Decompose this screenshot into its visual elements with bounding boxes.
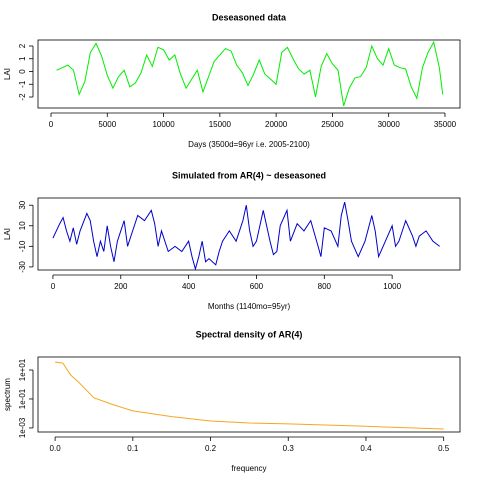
plot-box bbox=[37, 197, 461, 271]
x-tick-label: 1000 bbox=[383, 282, 401, 291]
y-tick-label: -2 bbox=[18, 93, 27, 101]
x-tick-label: 0 bbox=[51, 282, 56, 291]
x-tick-label: 30000 bbox=[378, 120, 401, 129]
y-tick-label: -1 bbox=[18, 80, 27, 88]
x-tick-label: 15000 bbox=[209, 120, 232, 129]
x-axis-label: Days (3500d=96yr i.e. 2005-2100) bbox=[188, 140, 310, 149]
x-tick-label: 10000 bbox=[152, 120, 175, 129]
y-tick-label: 1e-03 bbox=[18, 417, 27, 438]
plot-box bbox=[37, 39, 461, 109]
x-tick-label: 0.4 bbox=[360, 444, 372, 453]
x-tick-label: 800 bbox=[318, 282, 332, 291]
x-tick-label: 0.5 bbox=[438, 444, 450, 453]
y-tick-label: -30 bbox=[18, 261, 27, 273]
x-axis-label: Months (1140mo=95yr) bbox=[208, 302, 291, 311]
x-tick-label: 5000 bbox=[98, 120, 116, 129]
x-tick-label: 0.2 bbox=[205, 444, 217, 453]
x-tick-label: 20000 bbox=[265, 120, 288, 129]
y-axis-label: spectrum bbox=[3, 378, 12, 411]
y-tick-label: 1e+01 bbox=[18, 358, 27, 381]
x-tick-label: 35000 bbox=[434, 120, 457, 129]
plot-box bbox=[37, 356, 461, 433]
panel-title: Deseasoned data bbox=[212, 12, 287, 22]
x-tick-label: 0.1 bbox=[127, 444, 139, 453]
y-tick-label: 1 bbox=[18, 56, 27, 61]
y-tick-label: 30 bbox=[18, 200, 27, 209]
y-tick-label: 1e-01 bbox=[18, 388, 27, 409]
y-tick-label: 10 bbox=[18, 221, 27, 230]
x-axis-label: frequency bbox=[231, 464, 266, 473]
x-tick-label: 600 bbox=[250, 282, 264, 291]
x-tick-label: 0.0 bbox=[50, 444, 62, 453]
data-line bbox=[56, 40, 444, 107]
y-tick-label: 0 bbox=[18, 69, 27, 74]
x-tick-label: 25000 bbox=[321, 120, 344, 129]
x-tick-label: 200 bbox=[114, 282, 128, 291]
data-line bbox=[52, 201, 440, 271]
y-axis-label: LAI bbox=[3, 228, 12, 240]
x-tick-label: 0 bbox=[49, 120, 54, 129]
x-tick-label: 400 bbox=[182, 282, 196, 291]
panel-title: Simulated from AR(4) ~ deseasoned bbox=[172, 170, 326, 180]
y-tick-label: -10 bbox=[18, 240, 27, 252]
y-tick-label: 2 bbox=[18, 43, 27, 48]
x-tick-label: 0.3 bbox=[283, 444, 295, 453]
data-line bbox=[55, 361, 444, 430]
y-axis-label: LAI bbox=[3, 68, 12, 80]
panel-title: Spectral density of AR(4) bbox=[196, 329, 303, 339]
